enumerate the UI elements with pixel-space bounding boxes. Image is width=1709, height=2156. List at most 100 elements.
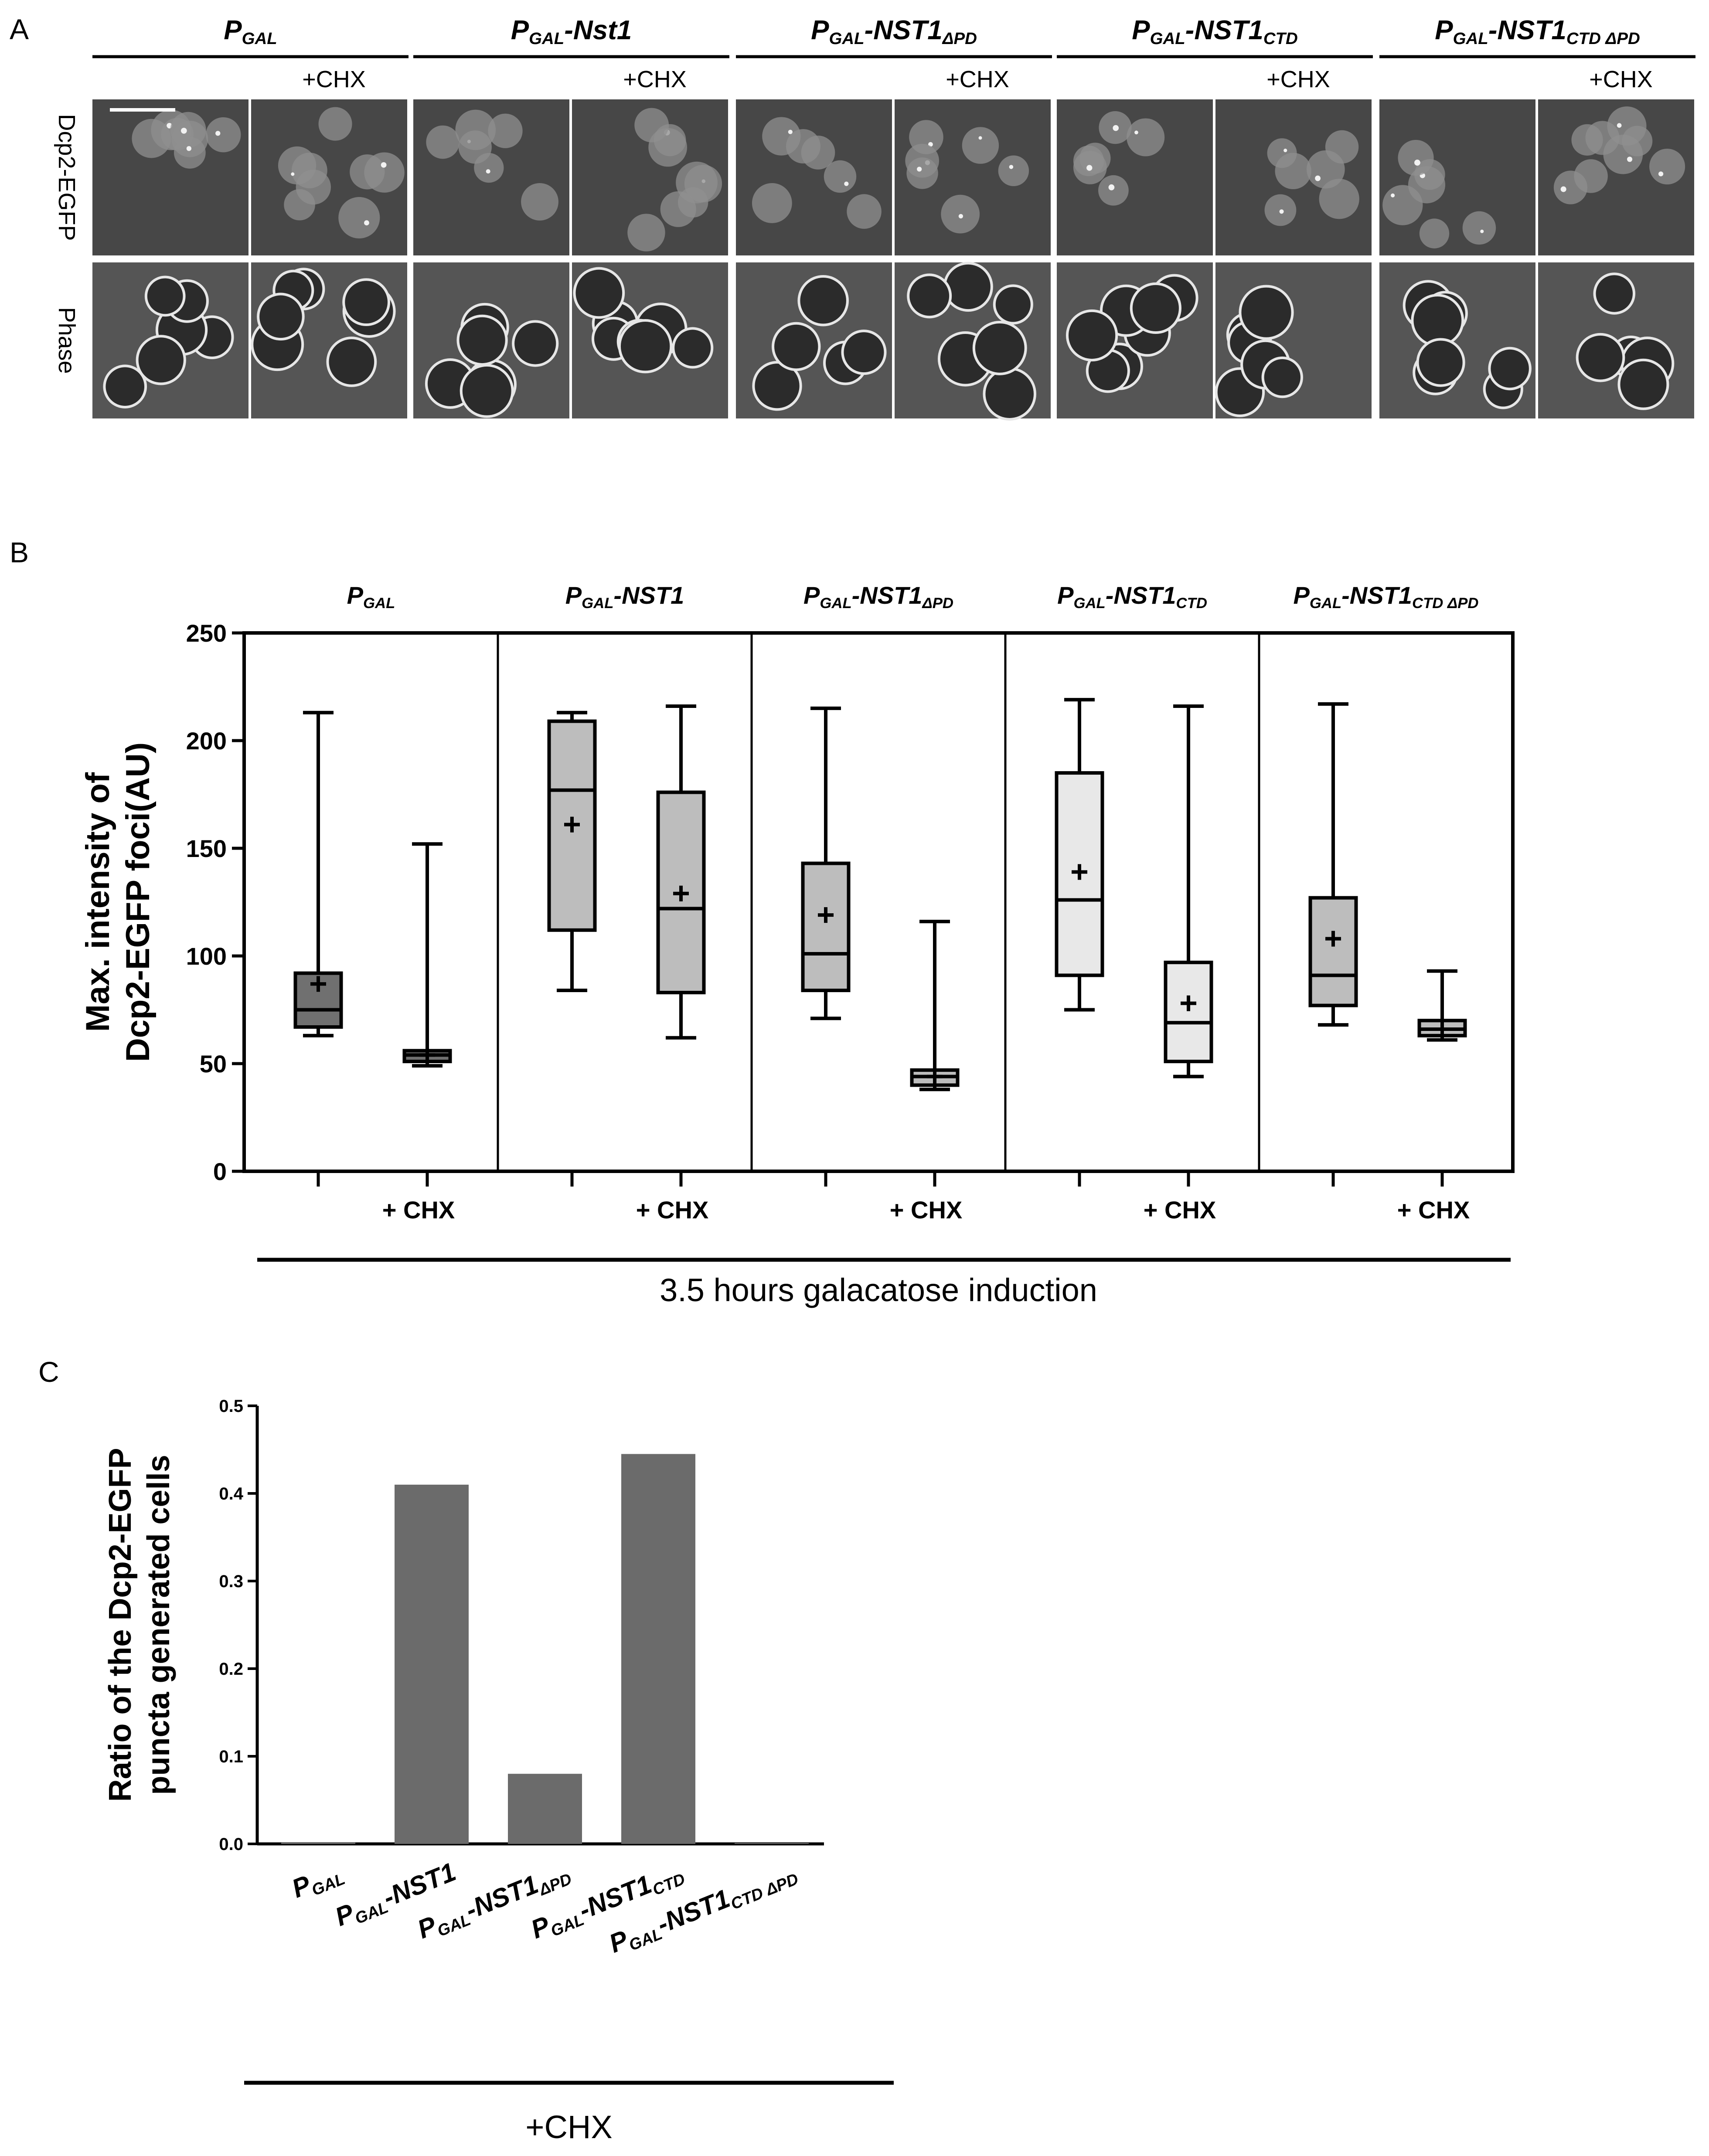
cell bbox=[752, 183, 792, 223]
chx-group-label: + CHX bbox=[890, 1196, 963, 1224]
cell bbox=[906, 157, 938, 189]
cell bbox=[627, 214, 665, 252]
chx-label: +CHX bbox=[1589, 66, 1653, 92]
panel-a-micrographs: PGAL+CHXPGAL-Nst1+CHXPGAL-NST1ΔPD+CHXPGA… bbox=[54, 15, 1695, 421]
mean-marker bbox=[818, 907, 834, 923]
scale-bar bbox=[110, 108, 175, 112]
panel-b-boxplot: 0 50 100 150 200 250 Max. intensity ofDcp2-EGF… bbox=[79, 582, 1515, 1308]
construct-name: -NST1 bbox=[1341, 582, 1412, 609]
construct-sub: GAL bbox=[548, 1910, 587, 1940]
construct-namesub: CTD bbox=[1176, 595, 1207, 612]
fluorescence-micrograph bbox=[572, 99, 728, 255]
construct-label: PGAL-NST1CTD ΔPD bbox=[1435, 15, 1640, 48]
construct-p: P bbox=[1435, 15, 1453, 45]
puncta bbox=[186, 146, 192, 151]
bar bbox=[395, 1484, 469, 1844]
y-tick-label: 0.2 bbox=[219, 1660, 243, 1679]
cell bbox=[648, 128, 688, 167]
row-label-dcp2: Dcp2-EGFP bbox=[54, 114, 80, 241]
cell bbox=[426, 125, 460, 159]
phase-micrograph bbox=[1538, 262, 1694, 418]
phase-micrograph bbox=[1057, 262, 1213, 418]
construct-p: P bbox=[811, 15, 829, 45]
construct-label: PGAL bbox=[288, 1857, 347, 1906]
y-tick-label: 0.0 bbox=[219, 1835, 243, 1854]
cell bbox=[132, 119, 171, 158]
chx-label: +CHX bbox=[946, 66, 1009, 92]
chx-group-label: + CHX bbox=[382, 1196, 455, 1224]
fluorescence-micrograph bbox=[92, 99, 249, 255]
cell bbox=[1571, 124, 1603, 156]
cell bbox=[296, 169, 331, 205]
construct-p: P bbox=[224, 15, 242, 45]
phase-micrograph bbox=[572, 262, 728, 418]
puncta bbox=[1414, 160, 1420, 166]
chx-label: +CHX bbox=[623, 66, 687, 92]
cell bbox=[1578, 335, 1623, 380]
cell bbox=[1398, 139, 1434, 176]
phase-micrograph bbox=[1379, 262, 1535, 418]
construct-p: P bbox=[565, 582, 582, 609]
construct-sub: GAL bbox=[435, 1910, 473, 1940]
cell bbox=[1413, 296, 1462, 344]
puncta bbox=[364, 220, 369, 226]
puncta bbox=[1086, 165, 1093, 171]
phase-micrograph bbox=[413, 262, 569, 418]
box-iqr bbox=[293, 971, 343, 1029]
puncta bbox=[1279, 209, 1284, 214]
box-chx bbox=[656, 704, 706, 1187]
cell bbox=[946, 264, 991, 309]
construct-namesub: ΔPD bbox=[942, 29, 977, 48]
y-axis-title: Max. intensity ofDcp2-EGFP foci(AU) bbox=[79, 742, 157, 1062]
cell bbox=[462, 366, 511, 415]
cell bbox=[1088, 351, 1127, 391]
box-untreated bbox=[293, 711, 343, 1187]
construct-sub: GAL bbox=[529, 29, 564, 48]
construct-p: P bbox=[803, 582, 820, 609]
fluorescence-micrograph bbox=[251, 99, 407, 255]
cell bbox=[1127, 118, 1165, 156]
puncta bbox=[1113, 125, 1119, 131]
cell bbox=[995, 287, 1031, 322]
puncta bbox=[215, 131, 221, 136]
row-label-phase: Phase bbox=[54, 307, 80, 374]
cell bbox=[909, 276, 950, 316]
cell bbox=[998, 155, 1029, 187]
puncta bbox=[958, 214, 963, 219]
construct-namesub: ΔPD bbox=[921, 595, 953, 612]
chx-label: +CHX bbox=[302, 66, 366, 92]
fluorescence-micrograph bbox=[895, 99, 1051, 255]
puncta bbox=[381, 162, 387, 168]
construct-sub: GAL bbox=[1073, 595, 1105, 612]
box-chx bbox=[402, 842, 452, 1187]
bar bbox=[508, 1774, 582, 1844]
y-axis-title-line2: Dcp2-EGFP foci(AU) bbox=[119, 742, 157, 1062]
cell bbox=[488, 113, 523, 148]
cell bbox=[1319, 179, 1359, 219]
chx-group-label: + CHX bbox=[1397, 1196, 1470, 1224]
cell bbox=[1419, 218, 1450, 248]
construct-label: PGAL-NST1ΔPD bbox=[803, 582, 953, 612]
cell bbox=[318, 107, 352, 141]
panel-b-letter: B bbox=[10, 536, 29, 568]
construct-sub: GAL bbox=[1150, 29, 1185, 48]
bar bbox=[281, 1842, 355, 1844]
box-untreated bbox=[1055, 698, 1104, 1187]
y-tick-label: 0.4 bbox=[219, 1484, 243, 1503]
puncta bbox=[181, 128, 187, 134]
fluorescence-micrograph bbox=[1215, 99, 1372, 255]
construct-p: P bbox=[511, 15, 529, 45]
cell bbox=[1596, 275, 1633, 312]
phase-micrograph bbox=[736, 262, 892, 418]
construct-namesub: CTD bbox=[1263, 29, 1298, 48]
cell bbox=[459, 317, 505, 364]
cell bbox=[1491, 349, 1529, 388]
fluorescence-micrograph bbox=[1538, 99, 1694, 255]
construct-name: -NST1 bbox=[865, 15, 943, 45]
puncta bbox=[917, 167, 922, 172]
panel-c-letter: C bbox=[38, 1356, 59, 1388]
mean-marker bbox=[1072, 864, 1087, 880]
cell bbox=[1275, 153, 1311, 190]
cell bbox=[138, 337, 184, 383]
box-chx bbox=[910, 919, 960, 1187]
